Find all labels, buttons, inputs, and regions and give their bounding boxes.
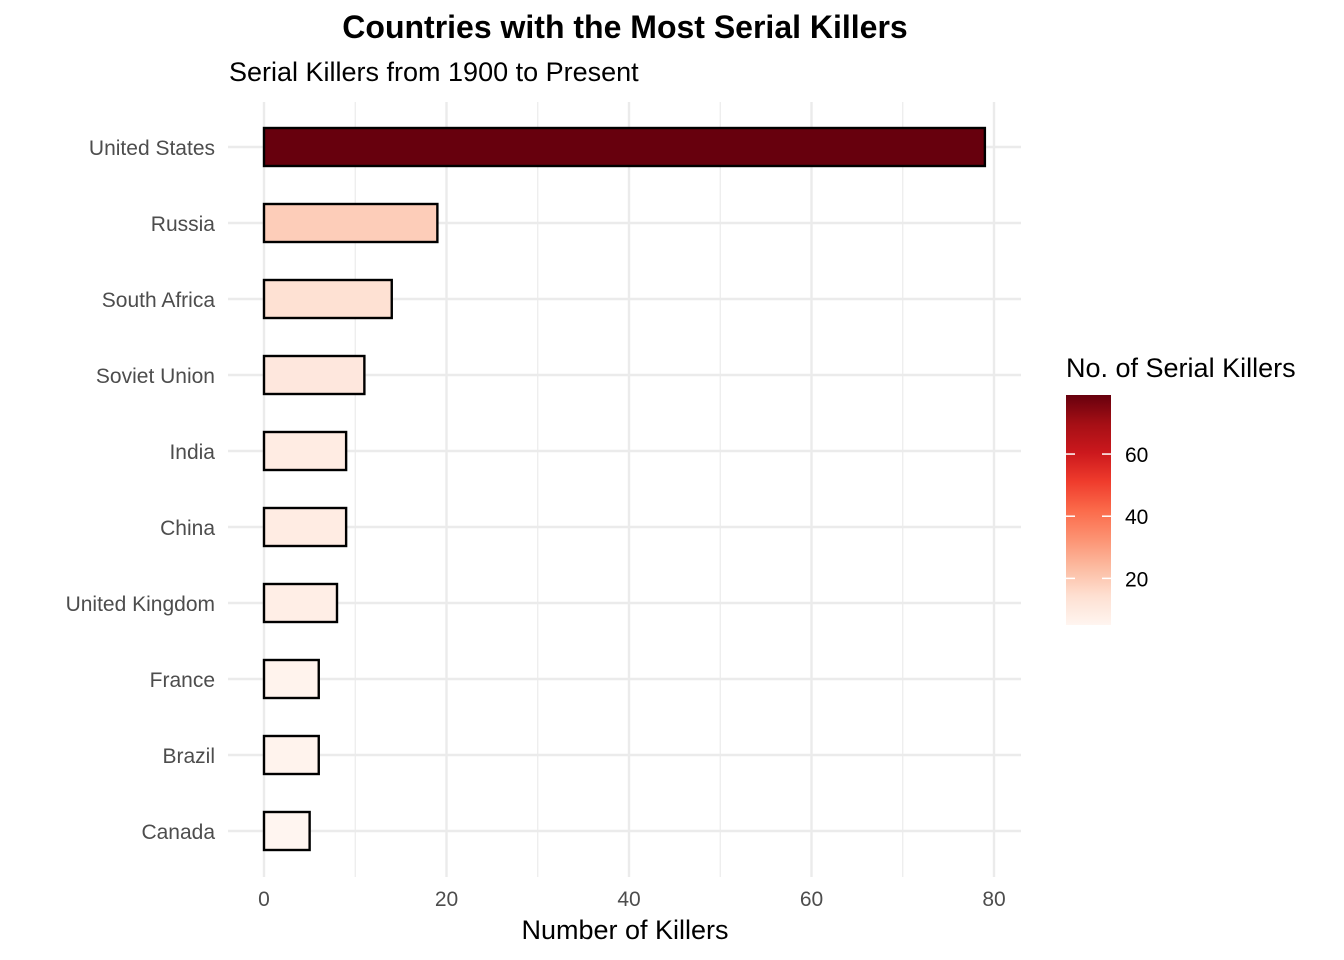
y-tick-label: India	[169, 441, 215, 464]
bar	[262, 582, 339, 624]
bar	[262, 126, 987, 168]
y-tick-label: Soviet Union	[96, 365, 215, 388]
y-tick-label: China	[160, 517, 215, 540]
bar	[262, 202, 439, 244]
bars	[262, 126, 987, 852]
x-axis-title: Number of Killers	[521, 915, 728, 945]
legend-tick-label: 60	[1125, 444, 1148, 467]
legend-tick-label: 20	[1125, 568, 1148, 591]
bar	[262, 354, 366, 396]
chart-title: Countries with the Most Serial Killers	[342, 9, 907, 45]
x-tick-label: 40	[617, 888, 640, 911]
y-tick-label: United States	[89, 137, 215, 160]
y-tick-label: South Africa	[102, 289, 216, 312]
legend: No. of Serial Killers 20 40 60	[1066, 353, 1296, 625]
x-tick-label: 80	[982, 888, 1005, 911]
y-tick-label: United Kingdom	[66, 593, 215, 616]
x-axis-tick-labels: 0 20 40 60 80	[258, 888, 1006, 911]
legend-title: No. of Serial Killers	[1066, 353, 1296, 383]
chart-subtitle: Serial Killers from 1900 to Present	[229, 57, 639, 87]
y-tick-label: Russia	[151, 213, 216, 236]
x-tick-label: 0	[258, 888, 270, 911]
x-tick-label: 60	[800, 888, 823, 911]
legend-colorbar	[1066, 395, 1111, 625]
x-tick-label: 20	[435, 888, 458, 911]
bar	[262, 658, 320, 700]
y-tick-label: Brazil	[162, 745, 215, 768]
bar	[262, 810, 311, 852]
y-axis-tick-labels: United States Russia South Africa Soviet Un…	[66, 137, 216, 844]
bar	[262, 734, 320, 776]
legend-tick-label: 40	[1125, 506, 1148, 529]
bar	[262, 506, 348, 548]
y-tick-label: Canada	[141, 821, 215, 844]
plot-panel: United States Russia South Africa Soviet Un…	[66, 102, 1021, 911]
bar	[262, 278, 393, 320]
y-tick-label: France	[150, 669, 215, 692]
legend-ticks: 20 40 60	[1066, 444, 1148, 591]
bar	[262, 430, 348, 472]
